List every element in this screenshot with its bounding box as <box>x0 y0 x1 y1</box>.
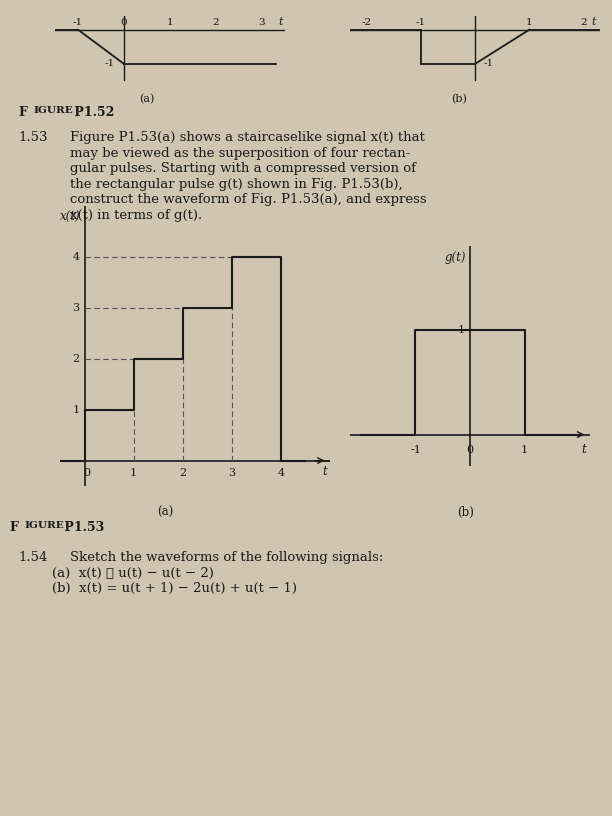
Text: 1.53: 1.53 <box>18 131 48 144</box>
Text: P1.52: P1.52 <box>70 106 115 119</box>
Text: 3: 3 <box>228 468 236 478</box>
Text: 2: 2 <box>580 18 587 27</box>
Text: 2: 2 <box>179 468 186 478</box>
Text: t: t <box>278 17 283 27</box>
Text: Figure P1.53(a) shows a staircaselike signal x(t) that: Figure P1.53(a) shows a staircaselike si… <box>70 131 425 144</box>
Text: (a): (a) <box>157 506 173 519</box>
Text: (b): (b) <box>457 506 474 519</box>
Text: x(t) in terms of g(t).: x(t) in terms of g(t). <box>70 209 203 221</box>
Text: 1: 1 <box>526 18 532 27</box>
Text: IGURE: IGURE <box>24 521 64 530</box>
Text: (a): (a) <box>139 94 155 104</box>
Text: P1.53: P1.53 <box>60 521 104 534</box>
Text: g(t): g(t) <box>444 251 466 264</box>
Text: -1: -1 <box>105 60 115 69</box>
Text: -1: -1 <box>416 18 426 27</box>
Text: -1: -1 <box>73 18 83 27</box>
Text: 1: 1 <box>72 405 80 415</box>
Text: F: F <box>18 106 28 119</box>
Text: 4: 4 <box>277 468 285 478</box>
Text: 3: 3 <box>259 18 266 27</box>
Text: x(t): x(t) <box>60 211 81 224</box>
Text: 1: 1 <box>521 445 528 455</box>
Text: 1: 1 <box>130 468 137 478</box>
Text: (b)  x(t) = u(t + 1) − 2u(t) + u(t − 1): (b) x(t) = u(t + 1) − 2u(t) + u(t − 1) <box>52 582 297 595</box>
Text: 0: 0 <box>121 18 127 27</box>
Text: -1: -1 <box>410 445 421 455</box>
Text: gular pulses. Starting with a compressed version of: gular pulses. Starting with a compressed… <box>70 162 416 175</box>
Text: the rectangular pulse g(t) shown in Fig. P1.53(b),: the rectangular pulse g(t) shown in Fig.… <box>70 178 403 190</box>
Text: (b): (b) <box>451 94 467 104</box>
Text: F: F <box>9 521 18 534</box>
Text: 1.54: 1.54 <box>18 551 48 564</box>
Text: -2: -2 <box>361 18 371 27</box>
Text: 2: 2 <box>213 18 219 27</box>
Text: t: t <box>592 17 596 27</box>
Text: may be viewed as the superposition of four rectan-: may be viewed as the superposition of fo… <box>70 147 411 159</box>
Text: IGURE: IGURE <box>34 106 73 115</box>
Text: 3: 3 <box>72 303 80 313</box>
Text: construct the waveform of Fig. P1.53(a), and express: construct the waveform of Fig. P1.53(a),… <box>70 193 427 206</box>
Text: 0: 0 <box>83 468 91 478</box>
Text: t: t <box>323 464 327 477</box>
Text: 0: 0 <box>466 445 474 455</box>
Text: t: t <box>582 443 586 456</box>
Text: 1: 1 <box>166 18 173 27</box>
Text: Sketch the waveforms of the following signals:: Sketch the waveforms of the following si… <box>70 551 384 564</box>
Text: 2: 2 <box>72 353 80 364</box>
Text: 1: 1 <box>457 325 465 335</box>
Text: (a)  x(t) ≅ u(t) − u(t − 2): (a) x(t) ≅ u(t) − u(t − 2) <box>52 566 214 579</box>
Text: 4: 4 <box>72 252 80 262</box>
Text: -1: -1 <box>483 60 493 69</box>
